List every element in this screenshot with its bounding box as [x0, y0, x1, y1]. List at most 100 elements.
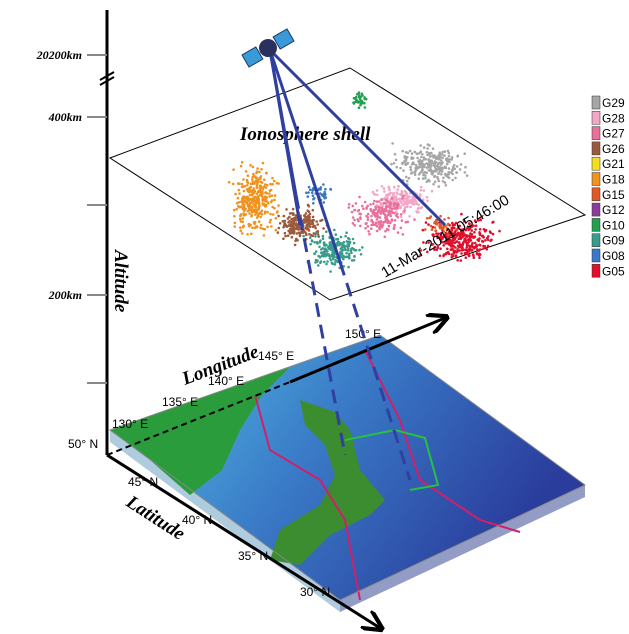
- ionosphere-point: [240, 213, 243, 216]
- ionosphere-point: [383, 187, 386, 190]
- ionosphere-point: [312, 216, 315, 219]
- ionosphere-point: [443, 253, 446, 256]
- ionosphere-point: [376, 214, 379, 217]
- ionosphere-point: [384, 230, 387, 233]
- ionosphere-point: [314, 227, 317, 230]
- latitude-tick-label: 45° N: [128, 475, 158, 489]
- ionosphere-point: [359, 101, 362, 104]
- ionosphere-point: [459, 168, 462, 171]
- ionosphere-point: [399, 167, 402, 170]
- ionosphere-point: [290, 232, 293, 235]
- ionosphere-point: [378, 223, 381, 226]
- ionosphere-point: [312, 235, 315, 238]
- ionosphere-point: [246, 200, 249, 203]
- ionosphere-point: [438, 162, 441, 165]
- ionosphere-point: [486, 248, 489, 251]
- ionosphere-point: [487, 239, 490, 242]
- ionosphere-point: [410, 169, 413, 172]
- ionosphere-point: [370, 215, 373, 218]
- ionosphere-point: [262, 228, 265, 231]
- ionosphere-point: [387, 205, 390, 208]
- ionosphere-point: [248, 212, 251, 215]
- ionosphere-point: [442, 177, 445, 180]
- ionosphere-point: [451, 179, 454, 182]
- ionosphere-point: [365, 222, 368, 225]
- ionosphere-point: [439, 255, 442, 258]
- ionosphere-point: [492, 233, 495, 236]
- ionosphere-point: [282, 220, 285, 223]
- ionosphere-point: [392, 204, 395, 207]
- ionosphere-point: [372, 203, 375, 206]
- ionosphere-point: [378, 227, 381, 230]
- ionosphere-point: [352, 216, 355, 219]
- ionosphere-point: [315, 259, 318, 262]
- ionosphere-point: [455, 254, 458, 257]
- ionosphere-point: [252, 182, 255, 185]
- ionosphere-point: [330, 188, 333, 191]
- ionosphere-point: [367, 213, 370, 216]
- ionosphere-point: [363, 102, 366, 105]
- ionosphere-point: [426, 147, 429, 150]
- legend-swatch: [592, 127, 600, 140]
- ionosphere-point: [393, 224, 396, 227]
- ionosphere-point: [397, 185, 400, 188]
- ionosphere-point: [254, 180, 257, 183]
- ionosphere-point: [420, 186, 423, 189]
- ionosphere-point: [238, 206, 241, 209]
- ionosphere-point: [429, 169, 432, 172]
- ionosphere-point: [461, 244, 464, 247]
- ionosphere-point: [325, 263, 328, 266]
- ionosphere-point: [275, 217, 278, 220]
- ionosphere-point: [435, 169, 438, 172]
- ionosphere-point: [422, 177, 425, 180]
- ionosphere-point: [367, 225, 370, 228]
- ionosphere-point: [260, 224, 263, 227]
- ionosphere-point: [353, 97, 356, 100]
- ionosphere-point: [413, 218, 416, 221]
- ionosphere-point: [250, 201, 253, 204]
- ionosphere-point: [424, 177, 427, 180]
- ionosphere-point: [292, 212, 295, 215]
- ionosphere-point: [350, 250, 353, 253]
- ionosphere-point: [256, 170, 259, 173]
- ionosphere-point: [254, 213, 257, 216]
- ionosphere-point: [275, 229, 278, 232]
- ionosphere-point: [249, 198, 252, 201]
- ionosphere-point: [324, 188, 327, 191]
- ionosphere-point: [330, 259, 333, 262]
- ionosphere-point: [319, 261, 322, 264]
- ionosphere-point: [388, 186, 391, 189]
- ionosphere-point: [251, 176, 254, 179]
- ionosphere-point: [474, 235, 477, 238]
- ionosphere-point: [336, 242, 339, 245]
- legend-swatch: [592, 203, 600, 216]
- ionosphere-point: [404, 190, 407, 193]
- ionosphere-point: [393, 202, 396, 205]
- ionosphere-point: [444, 150, 447, 153]
- ionosphere-point: [294, 218, 297, 221]
- ionosphere-point: [345, 231, 348, 234]
- ionosphere-point: [426, 200, 429, 203]
- latitude-tick-label: 40° N: [182, 513, 212, 527]
- ionosphere-point: [376, 194, 379, 197]
- ionosphere-point: [269, 183, 272, 186]
- ionosphere-point: [247, 196, 250, 199]
- ionosphere-point: [352, 238, 355, 241]
- ionosphere-point: [345, 252, 348, 255]
- ionosphere-point: [466, 246, 469, 249]
- ionosphere-point: [259, 189, 262, 192]
- ionosphere-point: [430, 225, 433, 228]
- ionosphere-point: [420, 156, 423, 159]
- ionosphere-point: [443, 218, 446, 221]
- ionosphere-point: [244, 208, 247, 211]
- ionosphere-point: [362, 207, 365, 210]
- legend-swatch: [592, 188, 600, 201]
- ionosphere-point: [309, 189, 312, 192]
- ionosphere-point: [439, 215, 442, 218]
- ionosphere-point: [408, 215, 411, 218]
- ionosphere-point: [419, 172, 422, 175]
- ionosphere-point: [428, 217, 431, 220]
- ionosphere-point: [242, 226, 245, 229]
- ionosphere-point: [387, 214, 390, 217]
- ionosphere-point: [307, 220, 310, 223]
